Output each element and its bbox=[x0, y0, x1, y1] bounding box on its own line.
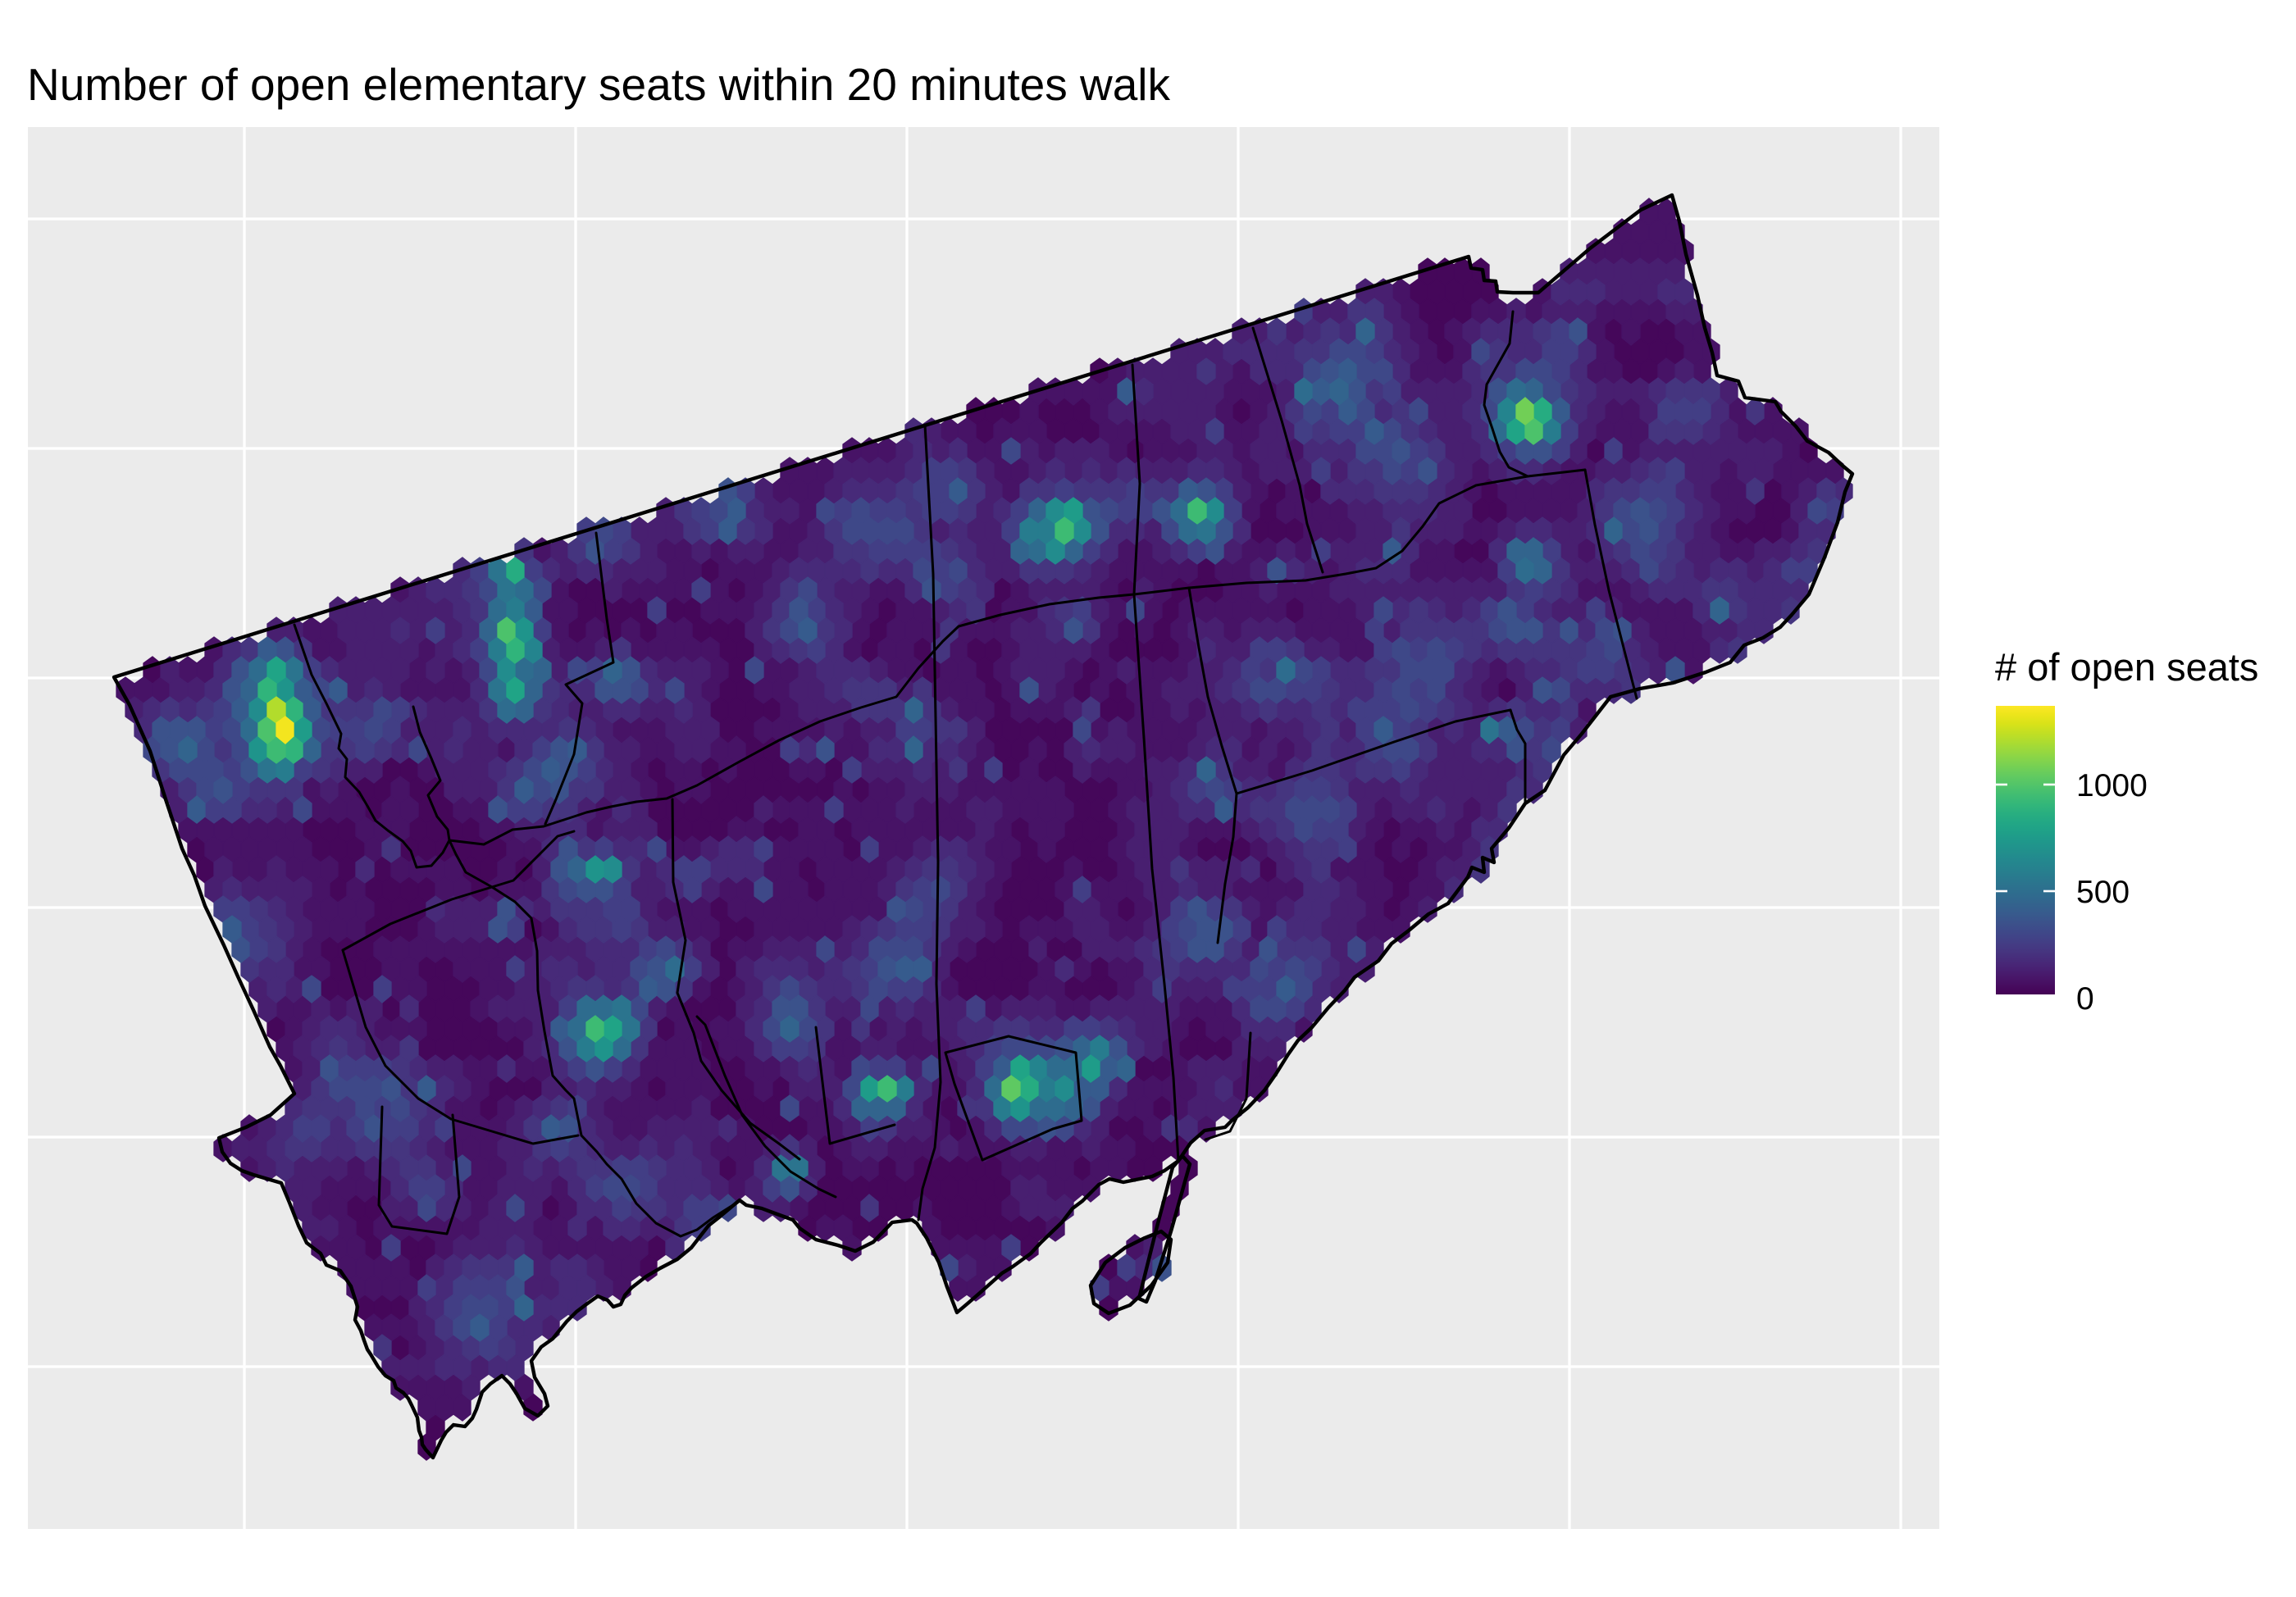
svg-text:0: 0 bbox=[2076, 981, 2094, 1017]
svg-text:Number of open elementary seat: Number of open elementary seats within 2… bbox=[27, 59, 1171, 110]
svg-text:500: 500 bbox=[2076, 875, 2130, 910]
svg-text:1000: 1000 bbox=[2076, 768, 2148, 803]
svg-text:# of open seats: # of open seats bbox=[1995, 645, 2258, 689]
